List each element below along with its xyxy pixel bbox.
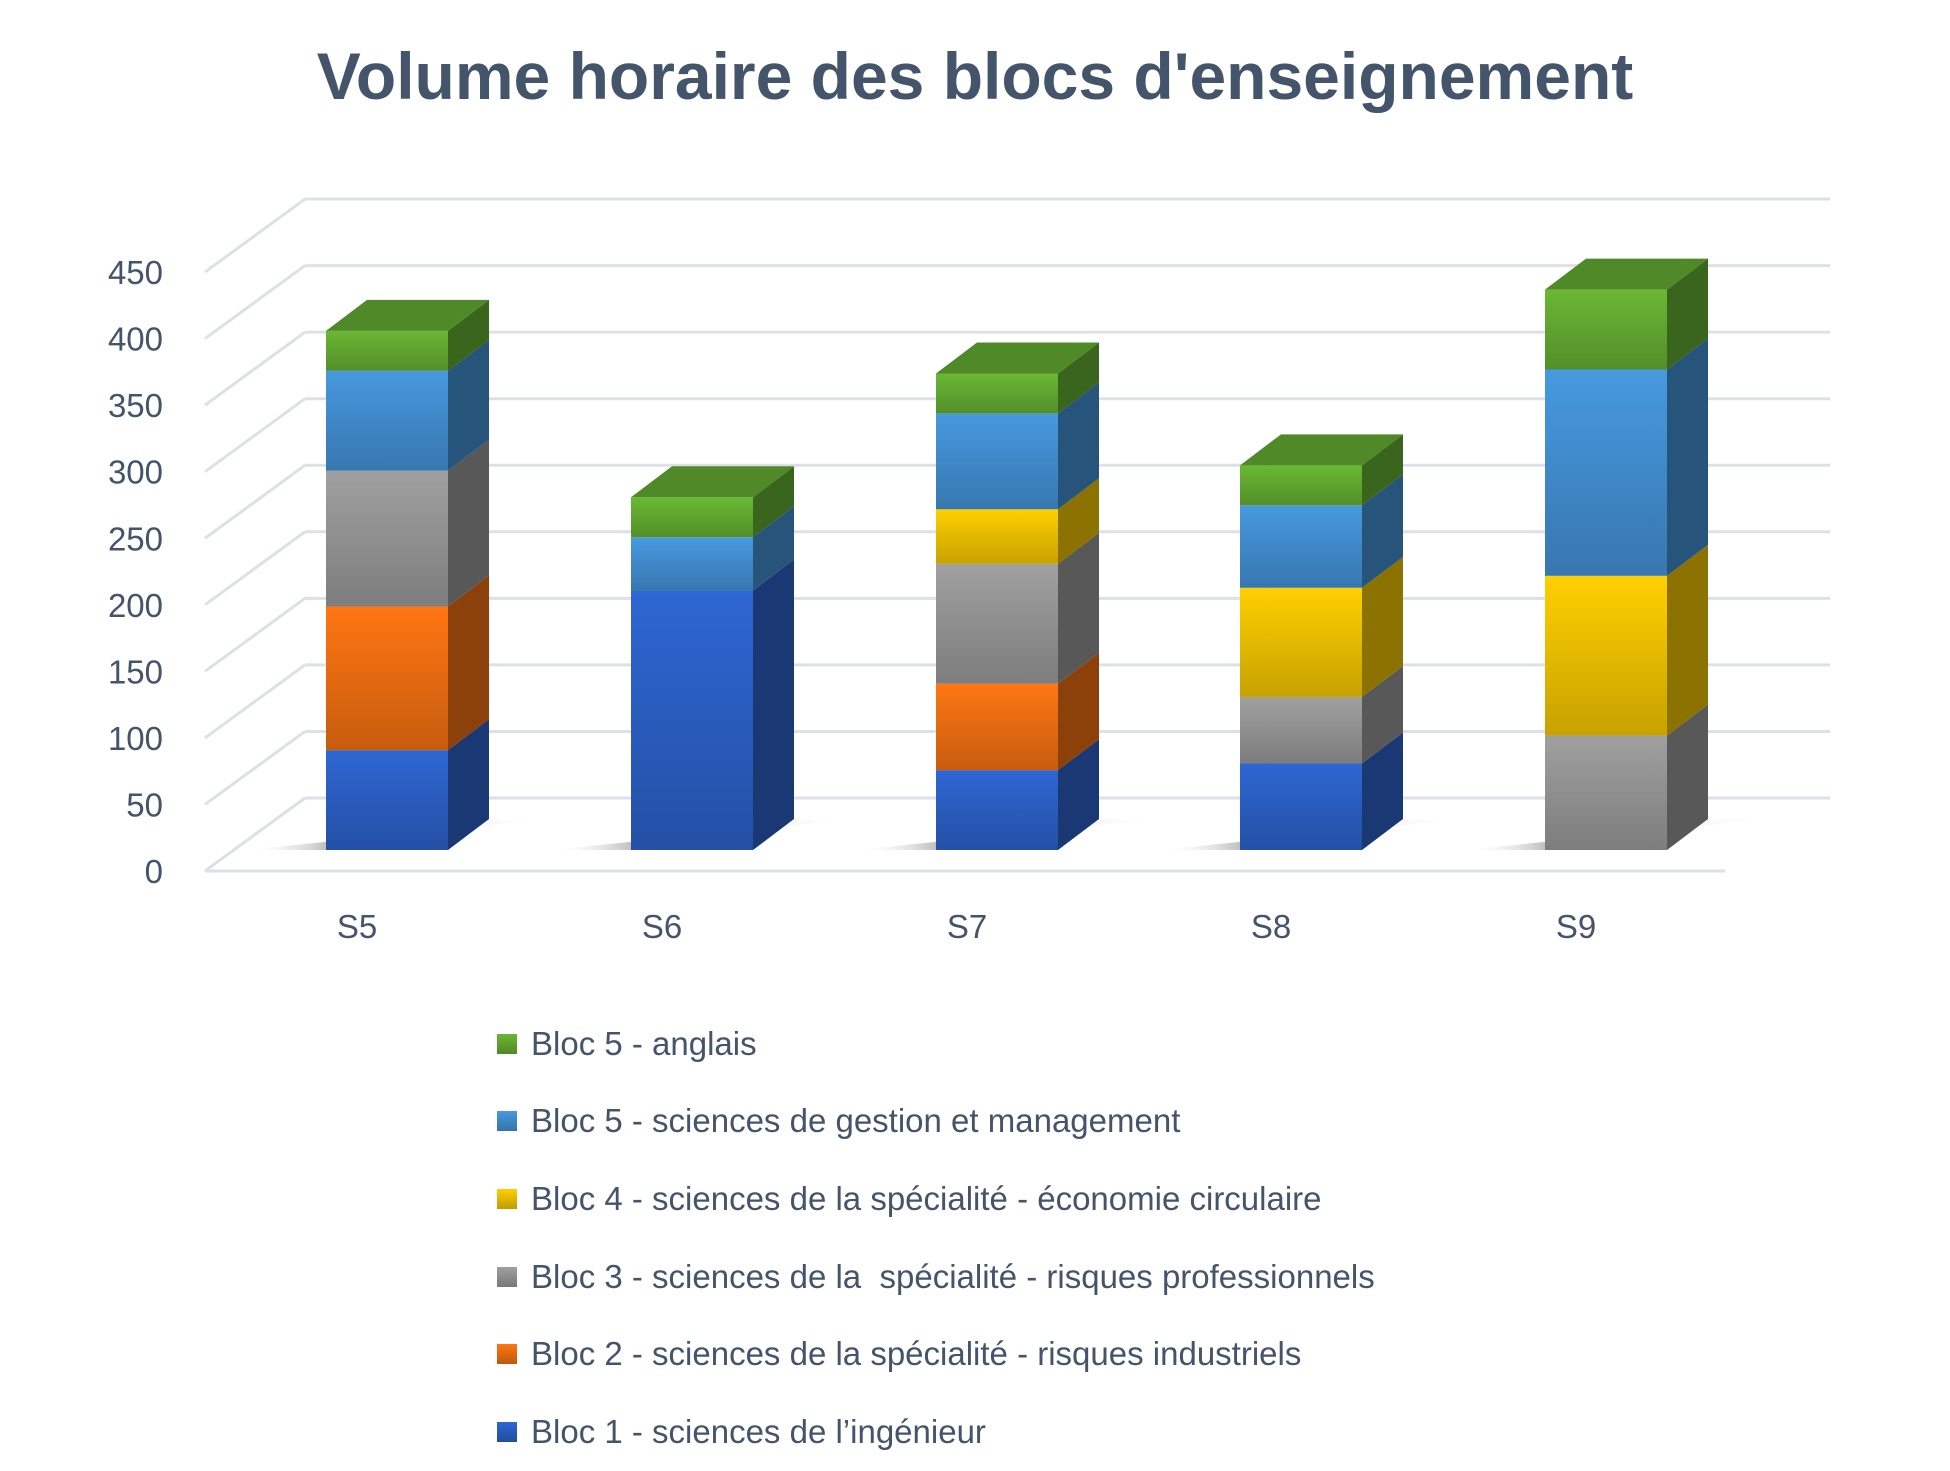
legend-swatch [497, 1421, 517, 1442]
bar-segment-front [1240, 763, 1362, 850]
y-tick-label: 150 [108, 653, 163, 690]
bar-segment-side [448, 719, 489, 850]
bar-segment-side [1058, 739, 1099, 850]
bar-segment-front [1240, 696, 1362, 764]
legend-item: Bloc 1 - sciences de l’ingénieur [497, 1393, 1375, 1471]
x-tick-label: S9 [1556, 908, 1596, 945]
bar-segment-side [1058, 652, 1099, 771]
legend-label: Bloc 5 - anglais [531, 1024, 757, 1062]
chart-title: Volume horaire des blocs d'enseignement [316, 39, 1634, 113]
side-gridline [204, 197, 306, 274]
bar-segment-side [448, 439, 489, 607]
legend-item: Bloc 5 - sciences de gestion et manageme… [497, 1083, 1375, 1161]
bar-segment-front [936, 770, 1058, 850]
side-gridline [204, 464, 306, 540]
bar-segment-front [936, 413, 1058, 510]
bar-segment-front [1545, 289, 1667, 370]
side-gridline [204, 330, 306, 407]
y-tick-label: 350 [108, 387, 163, 424]
legend-label: Bloc 4 - sciences de la spécialité - éco… [531, 1179, 1322, 1217]
legend-item: Bloc 4 - sciences de la spécialité - éco… [497, 1160, 1375, 1238]
legend-label: Bloc 1 - sciences de l’ingénieur [531, 1412, 986, 1450]
bar-segment-side [1362, 665, 1403, 764]
legend-label: Bloc 2 - sciences de la spécialité - ris… [531, 1335, 1302, 1373]
y-tick-label: 450 [108, 254, 163, 291]
bar-segment-side [753, 506, 794, 591]
bar-segment-side [753, 559, 794, 850]
legend-label: Bloc 5 - sciences de gestion et manageme… [531, 1102, 1181, 1140]
y-tick-label: 200 [108, 587, 163, 624]
legend-swatch [497, 1188, 517, 1209]
legend-item: Bloc 5 - anglais [497, 1005, 1375, 1083]
side-gridline [204, 397, 306, 473]
bar-segment-front [936, 683, 1058, 771]
bar-segment-side [1362, 732, 1403, 850]
legend-swatch [497, 1033, 517, 1054]
side-gridline [204, 796, 306, 873]
bar-segment-front [936, 509, 1058, 564]
bar-segment-top [1545, 258, 1708, 290]
legend-swatch [497, 1266, 517, 1287]
legend-item: Bloc 2 - sciences de la spécialité - ris… [497, 1315, 1375, 1393]
bar-segment-side [1362, 556, 1403, 697]
bar-segment-front [1240, 465, 1362, 506]
bar-segment-side [448, 575, 489, 751]
y-tick-label: 250 [108, 520, 163, 557]
bar-segment-side [1058, 382, 1099, 510]
bar-segment-side [753, 466, 794, 538]
y-tick-label: 300 [108, 454, 163, 491]
bar-segment-front [936, 563, 1058, 684]
side-gridline [204, 530, 306, 607]
legend-item: Bloc 3 - sciences de la spécialité - ris… [497, 1238, 1375, 1316]
legend-swatch [497, 1111, 517, 1132]
bar-segment-front [326, 330, 448, 371]
bar-segment-front [1545, 575, 1667, 736]
y-tick-label: 50 [126, 786, 163, 823]
bar-segment-side [1058, 478, 1099, 564]
bar-segment-front [326, 606, 448, 751]
y-tick-label: 100 [108, 720, 163, 757]
legend-swatch [497, 1344, 517, 1365]
bar-segment-front [1545, 735, 1667, 850]
y-tick-label: 0 [145, 853, 163, 890]
bar-segment-top [1240, 434, 1403, 466]
bar-segment-front [326, 370, 448, 471]
bar-segment-side [1362, 474, 1403, 588]
legend-label: Bloc 3 - sciences de la spécialité - ris… [531, 1257, 1375, 1295]
bar-segment-side [1362, 434, 1403, 506]
bar-segment-side [1667, 338, 1708, 576]
x-tick-label: S5 [337, 908, 377, 945]
bar-segment-front [1240, 505, 1362, 588]
chart-legend: Bloc 5 - anglais Bloc 5 - sciences de ges… [497, 1005, 1375, 1471]
bar-segment-front [1545, 369, 1667, 576]
side-gridline [204, 597, 306, 673]
side-gridline [204, 264, 306, 340]
bar-segment-side [1058, 342, 1099, 414]
bar-segment-front [631, 590, 753, 850]
bar-segment-side [1058, 532, 1099, 684]
side-gridline [204, 663, 306, 740]
bar-segment-side [1667, 544, 1708, 736]
bar-segment-front [936, 373, 1058, 414]
bar-segment-top [631, 466, 794, 498]
bar-segment-side [448, 299, 489, 371]
x-tick-label: S7 [947, 908, 987, 945]
bar-segment-side [1667, 704, 1708, 850]
x-tick-label: S6 [642, 908, 682, 945]
bar-segment-top [936, 342, 1099, 374]
x-tick-label: S8 [1251, 908, 1291, 945]
bar-segment-side [1667, 258, 1708, 370]
bar-segment-side [448, 339, 489, 471]
bar-segment-front [631, 537, 753, 591]
side-gridline [204, 730, 306, 806]
bar-segment-front [326, 750, 448, 850]
bar-segment-front [1240, 587, 1362, 697]
bar-segment-front [326, 470, 448, 607]
y-tick-label: 400 [108, 321, 163, 358]
bar-segment-top [326, 299, 489, 331]
bar-segment-front [631, 497, 753, 538]
